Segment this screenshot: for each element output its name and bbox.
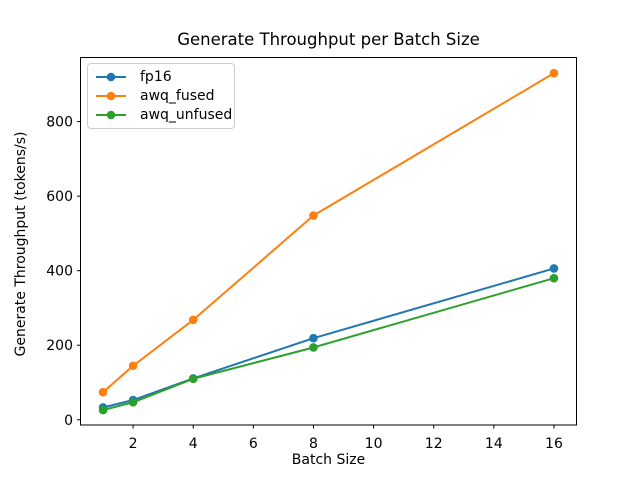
x-tick-label: 14 (485, 436, 503, 452)
y-tick-label: 200 (46, 338, 73, 354)
x-tick-label: 16 (545, 436, 563, 452)
legend-line-sample (96, 110, 126, 120)
legend-marker-icon (106, 72, 116, 82)
plot-area (80, 57, 577, 426)
legend-line-sample (96, 91, 126, 101)
series-marker-fp16 (549, 264, 559, 273)
series-line-awq_unfused (102, 277, 555, 412)
series-marker-awq_unfused (549, 273, 559, 283)
x-tick-label: 6 (249, 436, 258, 452)
x-tick-label: 8 (309, 436, 318, 452)
series-marker-awq_fused (549, 68, 559, 78)
series-marker-awq_fused (309, 211, 318, 220)
x-axis-label: Batch Size (291, 452, 366, 468)
legend: fp16 awq_fused awq_unfused (87, 63, 235, 129)
chart-title: Generate Throughput per Batch Size (177, 30, 480, 49)
y-tick-label: 600 (46, 189, 73, 205)
x-tick-label: 10 (365, 436, 383, 452)
y-axis-label: Generate Throughput (tokens/s) (13, 131, 29, 357)
y-tick-label: 800 (46, 115, 73, 131)
legend-marker-icon (106, 110, 116, 120)
series-marker-awq_unfused (309, 343, 318, 352)
legend-label: awq_unfused (140, 107, 233, 123)
legend-item-awq_unfused: awq_unfused (95, 106, 232, 124)
legend-marker-icon (106, 91, 116, 101)
series-marker-awq_fused (128, 361, 138, 371)
x-tick-label: 2 (129, 436, 138, 452)
series-marker-awq_fused (98, 387, 108, 397)
y-tick-label: 0 (64, 413, 73, 429)
legend-line-sample (96, 72, 126, 82)
legend-item-awq_fused: awq_fused (95, 87, 226, 105)
x-tick-label: 4 (189, 436, 198, 452)
legend-item-fp16: fp16 (95, 68, 226, 86)
series-marker-awq_unfused (128, 397, 138, 407)
legend-label: fp16 (140, 69, 172, 85)
x-tick-label: 12 (425, 436, 443, 452)
series-marker-fp16 (309, 333, 318, 343)
series-marker-awq_unfused (98, 405, 108, 415)
legend-label: awq_fused (140, 88, 215, 104)
y-tick-label: 400 (46, 264, 73, 280)
series-marker-awq_fused (188, 315, 198, 325)
series-marker-awq_unfused (188, 374, 198, 384)
